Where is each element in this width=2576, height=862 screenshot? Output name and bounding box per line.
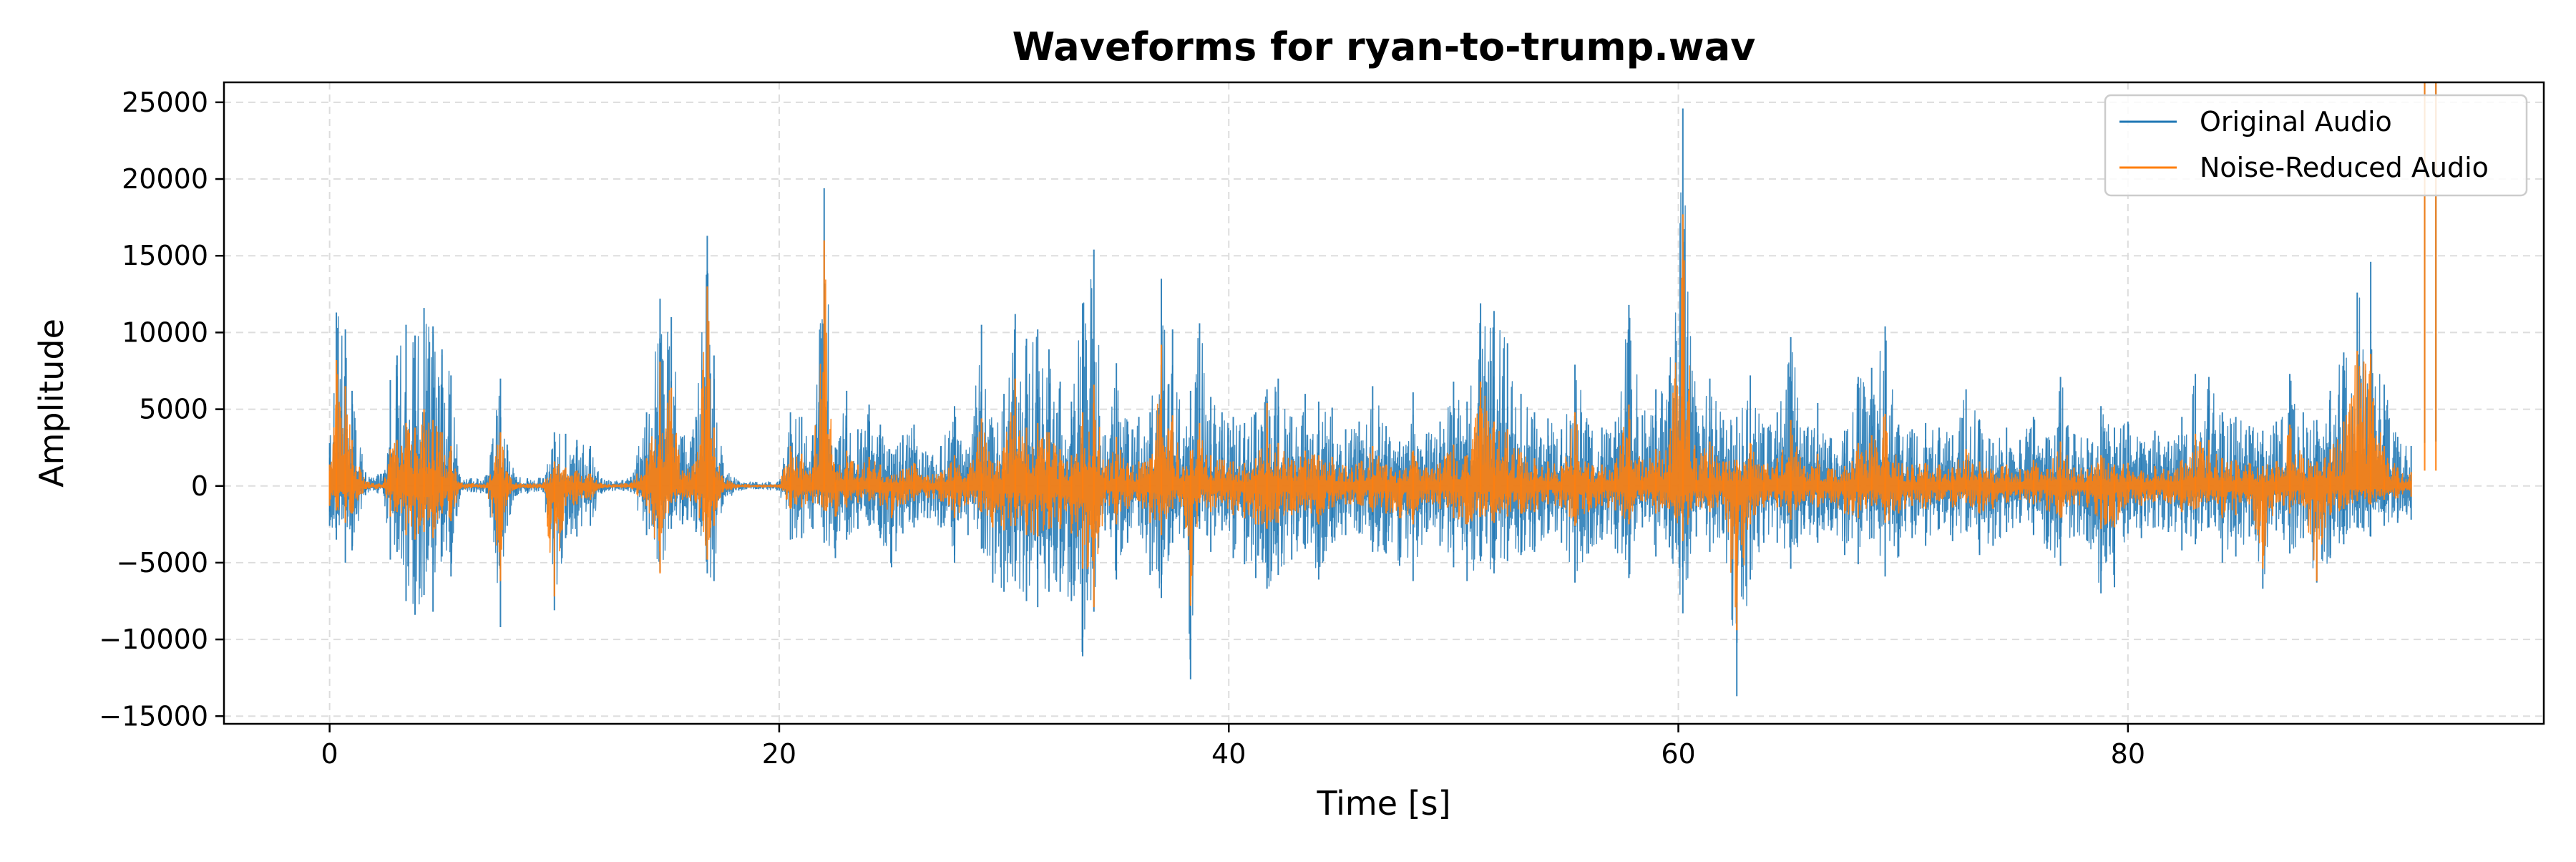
y-tick-label: −15000 [99,700,208,732]
series-noise-reduced-audio-line [328,258,2412,608]
x-tick-label: 20 [762,738,796,770]
legend-box [2104,94,2528,197]
x-tick-label: 60 [1661,738,1695,770]
chart-title: Waveforms for ryan-to-trump.wav [1013,24,1756,69]
y-tick-label: 0 [191,470,208,502]
series-layer [328,82,2437,697]
plot-frame [223,81,2545,725]
y-tick-label: 25000 [122,87,208,118]
x-axis-label: Time [s] [1316,784,1450,823]
legend-label-original: Original Audio [2200,106,2392,137]
y-tick-label: 20000 [122,163,208,195]
y-tick-label: 15000 [122,240,208,271]
y-axis-label: Amplitude [32,319,71,488]
axis-layer: −15000 −10000 −5000 0 5000 10000 15000 20000 250… [99,87,2145,770]
x-tick-label: 40 [1211,738,1246,770]
y-tick-label: −5000 [116,547,208,578]
x-tick-label: 80 [2111,738,2145,770]
y-tick-label: −10000 [99,624,208,655]
x-tick-label: 0 [321,738,338,770]
y-tick-label: 10000 [122,316,208,348]
legend-label-noise-reduced: Noise-Reduced Audio [2200,152,2489,183]
legend: Original Audio Noise-Reduced Audio [2104,94,2528,197]
y-tick-label: 5000 [139,394,208,425]
